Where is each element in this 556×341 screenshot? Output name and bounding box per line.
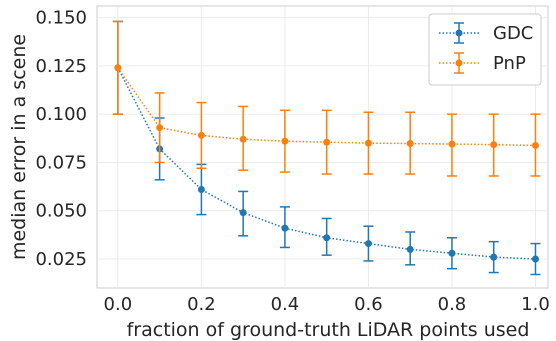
data-point-pnp: [448, 140, 456, 148]
series-pnp: [112, 20, 541, 177]
data-point-gdc: [531, 255, 539, 263]
y-tick-label: 0.125: [35, 56, 87, 77]
x-tick-label: 0.4: [271, 294, 300, 315]
data-point-pnp: [156, 124, 164, 132]
y-tick-label: 0.100: [35, 104, 87, 125]
data-point-pnp: [281, 137, 289, 145]
series-layer: [112, 20, 541, 276]
x-tick-label: 0.2: [187, 294, 216, 315]
x-tick-label: 1.0: [521, 294, 550, 315]
data-point-gdc: [490, 253, 498, 261]
data-point-gdc: [281, 224, 289, 232]
legend-item-gdc: GDC: [439, 22, 533, 44]
data-point-pnp: [531, 141, 539, 149]
data-point-pnp: [323, 138, 331, 146]
data-point-pnp: [490, 141, 498, 149]
y-tick-label: 0.150: [35, 8, 87, 29]
data-point-gdc: [364, 240, 372, 248]
legend-label-pnp: PnP: [493, 53, 526, 74]
legend-marker-gdc: [455, 29, 463, 37]
data-point-pnp: [364, 139, 372, 147]
x-tick-label: 0.0: [104, 294, 133, 315]
y-tick-label: 0.050: [35, 201, 87, 222]
y-tick-label: 0.075: [35, 152, 87, 173]
y-tick-labels: 0.025 0.050 0.075 0.100 0.125 0.150: [35, 8, 87, 270]
legend: GDC PnP: [428, 13, 542, 86]
data-point-gdc: [406, 245, 414, 253]
data-point-gdc: [448, 249, 456, 257]
data-point-pnp: [239, 135, 247, 143]
legend-marker-pnp: [455, 59, 463, 67]
x-tick-label: 0.8: [438, 294, 467, 315]
legend-item-pnp: PnP: [439, 52, 526, 74]
data-point-gdc: [239, 209, 247, 217]
legend-label-gdc: GDC: [493, 23, 533, 44]
data-point-pnp: [114, 64, 122, 72]
data-point-gdc: [197, 185, 205, 193]
data-point-pnp: [406, 140, 414, 148]
x-axis-label: fraction of ground-truth LiDAR points us…: [127, 319, 530, 341]
y-tick-label: 0.025: [35, 249, 87, 270]
x-tick-labels: 0.0 0.2 0.4 0.6 0.8 1.0: [104, 294, 550, 315]
data-point-pnp: [197, 131, 205, 139]
x-tick-label: 0.6: [354, 294, 383, 315]
data-point-gdc: [323, 234, 331, 242]
y-axis-label: median error in a scene: [8, 34, 30, 260]
